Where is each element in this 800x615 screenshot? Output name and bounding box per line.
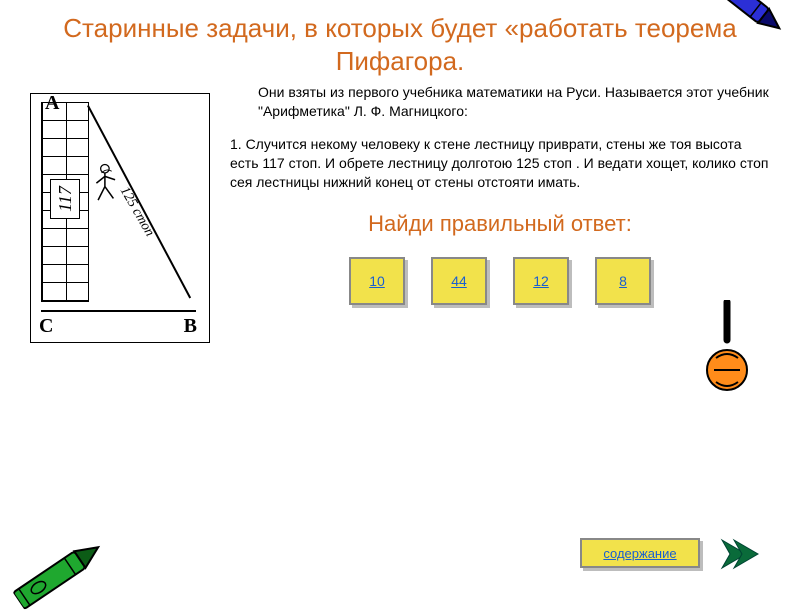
answer-button-3[interactable]: 12 [513,257,569,305]
subtitle: Найди правильный ответ: [230,209,770,239]
point-a-label: А [45,92,59,115]
point-c-label: С [39,315,53,338]
problem-text: 1. Случится некому человеку к стене лест… [230,135,770,192]
ladder-diagram: 117 125 стоп А С В [30,93,210,343]
climber-icon [93,162,127,206]
crayon-orange-icon [706,300,748,410]
right-column: Они взяты из первого учебника математики… [230,83,770,343]
answer-button-2[interactable]: 44 [431,257,487,305]
point-b-label: В [184,315,197,338]
answer-button-1[interactable]: 10 [349,257,405,305]
intro-text: Они взяты из первого учебника математики… [230,83,770,121]
crayon-green-icon [9,531,111,615]
answer-button-4[interactable]: 8 [595,257,651,305]
wall-height-label: 117 [50,179,80,219]
next-arrow-button[interactable] [720,536,760,572]
page-title: Старинные задачи, в которых будет «работ… [0,0,800,83]
content-row: 117 125 стоп А С В Они взяты из первого … [0,83,800,343]
ground-line [41,310,196,312]
contents-button[interactable]: содержание [580,538,700,568]
answers-row: 10 44 12 8 [230,257,770,305]
